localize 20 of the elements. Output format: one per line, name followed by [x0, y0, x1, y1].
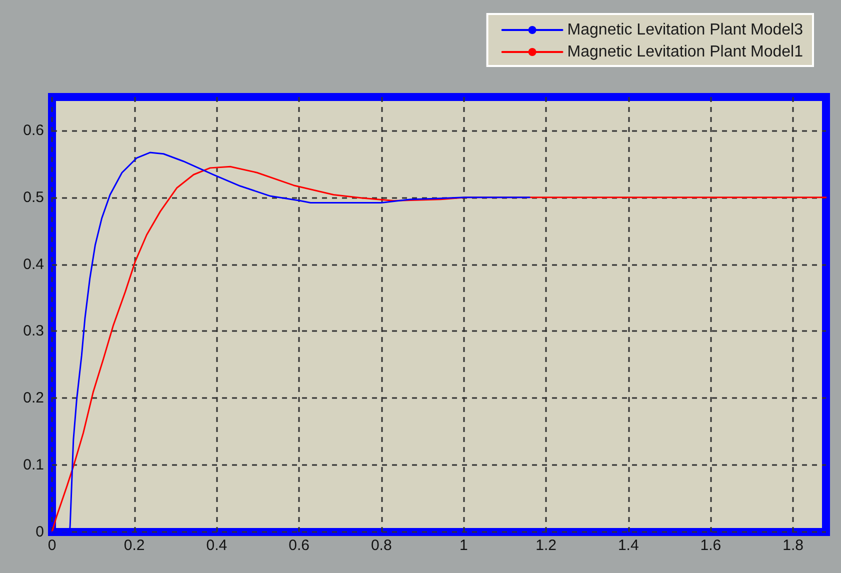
y-tick-label: 0.6 [23, 122, 44, 139]
x-tick-label: 0.6 [288, 537, 310, 554]
x-tick-label: 1 [460, 537, 468, 554]
y-tick-label: 0.4 [23, 256, 44, 273]
legend-label: Magnetic Levitation Plant Model1 [567, 44, 804, 60]
y-tick-label: 0.5 [23, 188, 44, 206]
y-tick-label: 0.1 [23, 456, 44, 474]
x-tick-label: 0.2 [124, 537, 145, 554]
x-tick-label: 0 [48, 537, 56, 554]
x-tick-label: 1.4 [618, 537, 639, 554]
y-tick-label: 0 [36, 524, 44, 540]
x-tick-label: 1.2 [536, 537, 556, 554]
y-tick-label: 0.3 [23, 322, 44, 340]
x-tick-label: 0.4 [206, 537, 228, 554]
y-tick-label: 0.2 [23, 390, 44, 407]
line-series [51, 152, 530, 533]
legend-label: Magnetic Levitation Plant Model3 [567, 22, 804, 38]
x-tick-label: 0.8 [370, 537, 392, 554]
x-tick-label: 1.6 [700, 537, 722, 554]
x-tick-label: 1.8 [782, 537, 804, 554]
